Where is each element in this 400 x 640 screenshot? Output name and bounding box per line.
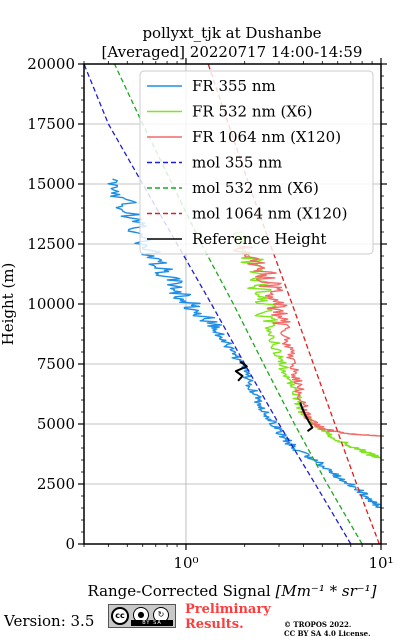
legend-label-3: mol 355 nm <box>192 154 282 172</box>
x-axis-label-text: Range-Corrected Signal <box>87 582 275 600</box>
y-tick-label-2: 5000 <box>37 415 75 433</box>
legend: FR 355 nm FR 532 nm (X6) FR 1064 nm (X120)… <box>139 70 374 255</box>
preliminary-line-2: Results. <box>185 617 244 632</box>
cc-sa-text: SA <box>153 620 162 626</box>
chart-title-line-2: [Averaged] 20220717 14:00-14:59 <box>102 43 363 61</box>
legend-frame <box>139 70 374 255</box>
y-tick-label-6: 15000 <box>27 175 75 193</box>
cc-icon: cc <box>111 607 129 625</box>
legend-label-0: FR 355 nm <box>192 77 276 95</box>
series-line-0 <box>107 178 382 509</box>
version-label: Version: 3.5 <box>4 612 95 630</box>
cc-by-text: BY <box>142 620 151 626</box>
signal-profile-chart: pollyxt_tjk at Dushanbe [Averaged] 20220… <box>0 24 394 600</box>
cc-license-badge: cc ● ↻ BY SA <box>108 604 176 628</box>
y-tick-label-8: 20000 <box>27 55 75 73</box>
legend-label-1: FR 532 nm (X6) <box>192 103 312 121</box>
x-tick-label-0: 10⁰ <box>173 554 198 572</box>
axis-ticks: 0 2500 5000 7500 10000 12500 15000 17500 20000 10… <box>27 55 393 572</box>
legend-label-5: mol 1064 nm (X120) <box>192 205 347 223</box>
cc-badge-strip: BY SA <box>131 620 173 626</box>
series-6-segment-1 <box>299 402 314 433</box>
y-axis-label: Height (m) <box>0 263 17 346</box>
x-axis-label: Range-Corrected Signal [Mm⁻¹ * sr⁻¹] <box>87 582 376 600</box>
legend-label-2: FR 1064 nm (X120) <box>192 128 341 146</box>
y-tick-label-7: 17500 <box>27 115 75 133</box>
y-tick-label-3: 7500 <box>37 355 75 373</box>
legend-label-4: mol 532 nm (X6) <box>192 179 319 197</box>
preliminary-notice: Preliminary Results. <box>185 602 271 632</box>
preliminary-line-1: Preliminary <box>185 602 271 617</box>
series-6-segment-0 <box>234 360 248 382</box>
chart-title-line-1: pollyxt_tjk at Dushanbe <box>142 24 321 42</box>
x-axis-label-unit: [Mm⁻¹ * sr⁻¹] <box>275 582 376 600</box>
copyright-notice: © TROPOS 2022. CC BY SA 4.0 License. <box>284 620 371 638</box>
series-line-2 <box>232 245 382 437</box>
y-tick-label-0: 0 <box>65 535 75 553</box>
y-tick-label-5: 12500 <box>27 235 75 253</box>
copyright-line-1: © TROPOS 2022. <box>284 620 352 629</box>
y-tick-label-4: 10000 <box>27 295 75 313</box>
x-tick-label-1: 10¹ <box>368 554 393 572</box>
y-tick-label-1: 2500 <box>37 475 75 493</box>
copyright-line-2: CC BY SA 4.0 License. <box>284 629 371 638</box>
legend-label-6: Reference Height <box>192 230 326 248</box>
